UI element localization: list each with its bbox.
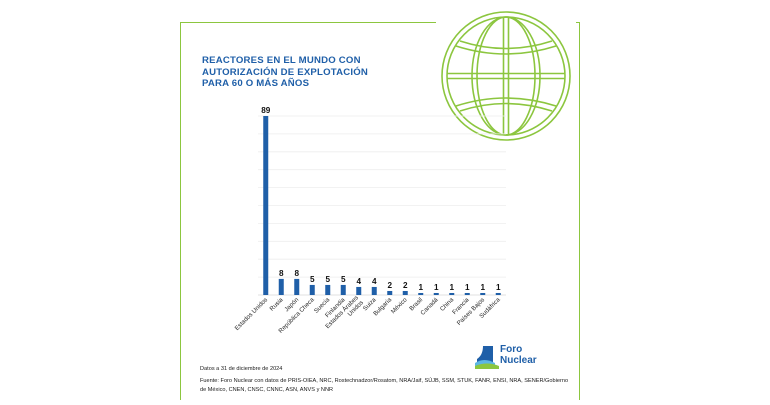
data-label: 5 [341,275,346,284]
data-label: 1 [434,283,439,292]
category-label-line: Canadá [419,296,440,317]
data-label: 89 [261,106,271,115]
chart-title-line-2: AUTORIZACIÓN DE EXPLOTACIÓN [202,66,369,78]
chart-title-line-1: REACTORES EN EL MUNDO CON [202,55,361,66]
data-label: 8 [294,269,299,278]
bar [325,284,331,295]
data-label: 4 [372,277,377,286]
bar [480,292,486,295]
foro-nuclear-logo-icon [475,346,499,369]
data-label: 8 [279,269,284,278]
bar [387,290,393,295]
bar [418,292,424,295]
bar [495,292,501,295]
category-label: México [390,296,409,315]
bar [356,286,362,295]
bar [449,292,455,295]
category-label: Estados Unidos [234,296,270,332]
bar [278,278,284,295]
data-label: 1 [480,283,485,292]
bar [309,284,315,295]
data-label: 1 [465,283,470,292]
footnote-date: Datos a 31 de diciembre de 2024 [200,366,283,372]
bar [433,292,439,295]
category-label: Canadá [419,296,440,317]
footnote-source: Fuente: Foro Nuclear con datos de PRIS-O… [200,378,569,393]
bar [294,278,300,295]
data-label: 5 [310,275,315,284]
logo-line-1: Foro [500,344,523,355]
data-label: 1 [449,283,454,292]
bar [402,290,408,295]
logo-line-2: Nuclear [500,354,537,366]
data-label: 5 [325,275,330,284]
category-label: Rusia [269,296,286,313]
category-label-line: Rusia [269,296,286,313]
data-label: 4 [356,277,361,286]
bar [263,116,269,295]
category-label-line: Estados Unidos [234,296,270,332]
data-label: 2 [387,281,392,290]
gridlines [258,115,506,278]
globe-icon [436,8,576,144]
chart-title-line-3: PARA 60 O MÁS AÑOS [202,78,310,89]
bar [371,286,377,295]
chart-title: REACTORES EN EL MUNDO CON AUTORIZACIÓN D… [202,55,402,90]
data-label: 1 [418,283,423,292]
data-label: 1 [496,283,501,292]
bar [340,284,346,295]
bar [464,292,470,295]
data-label: 2 [403,281,408,290]
footnotes: Datos a 31 de diciembre de 2024 Fuente: … [200,365,575,394]
category-label-line: México [390,296,409,315]
foro-nuclear-logo: Foro Nuclear [475,343,565,373]
